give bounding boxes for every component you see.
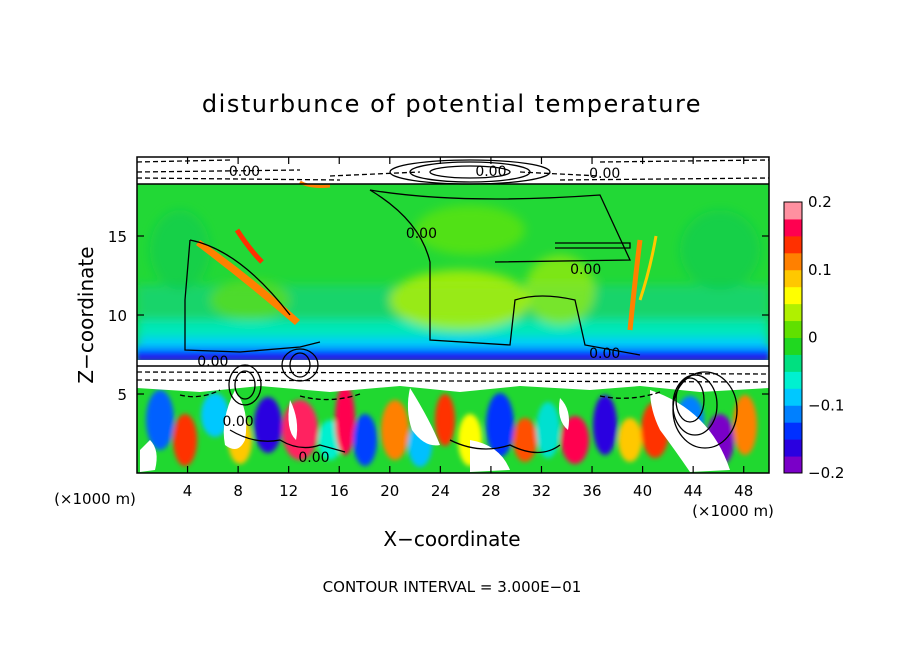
colorbar-tick-label: −0.2 [808,464,844,482]
plot-area [137,157,769,473]
colorbar-swatch [784,252,802,271]
colorbar-swatch [784,388,802,406]
x-tick-label: 48 [734,482,753,500]
x-tick-label: 8 [233,482,243,500]
x-unit-left: (×1000 m) [54,490,136,508]
contour-label: 0.00 [406,226,437,242]
contour-label: 0.00 [589,166,620,182]
contour-label: 0.00 [475,164,506,180]
colorbar-tick-label: 0 [808,329,818,347]
x-tick-label: 40 [633,482,652,500]
colorbar-swatch [784,303,802,322]
colorbar-swatch [784,269,802,288]
colorbar-swatch [784,405,802,423]
x-tick-label: 20 [380,482,399,500]
colorbar-swatch [784,371,802,389]
colorbar-swatch [784,320,802,338]
colorbar-tick-label: 0.1 [808,261,832,279]
x-tick-label: 28 [481,482,500,500]
colorbar-swatch [784,456,802,474]
chart-title: disturbunce of potential temperature [202,90,702,118]
colorbar-swatch [784,439,802,457]
x-tick-label: 32 [532,482,551,500]
x-tick-label: 16 [330,482,349,500]
contours [137,159,769,454]
y-axis: 5 10 15 [108,228,769,404]
contour-label: 0.00 [229,164,260,180]
colorbar-swatch [784,218,802,237]
footer-contour-interval: CONTOUR INTERVAL = 3.000E−01 [323,578,582,596]
x-tick-label: 12 [279,482,298,500]
contour-label: 0.00 [223,414,254,430]
colorbar-tick-label: −0.1 [808,396,844,414]
colorbar: −0.2 −0.1 0 0.1 0.2 [783,193,844,482]
x-tick-label: 24 [431,482,450,500]
colorbar-tick-label: 0.2 [808,193,832,211]
x-tick-label: 36 [582,482,601,500]
colorbar-swatch [784,286,802,305]
x-axis-label: X−coordinate [383,527,520,551]
streaks [196,180,658,331]
colorbar-swatch [784,202,802,220]
contour-label: 0.00 [197,354,228,370]
colorbar-swatch [784,354,802,372]
contour-label: 0.00 [589,346,620,362]
y-tick-label: 5 [117,386,127,404]
contour-label: 0.00 [298,450,329,466]
x-tick-label: 44 [684,482,703,500]
colorbar-swatch [784,422,802,440]
x-axis: 4 8 12 16 20 24 28 32 36 40 44 48 [183,157,753,500]
y-tick-label: 15 [108,228,127,246]
field-bands [137,346,769,361]
colorbar-frame [783,201,803,474]
colorbar-swatch [784,235,802,254]
contour-label: 0.00 [570,262,601,278]
y-tick-label: 10 [108,307,127,325]
x-tick-label: 4 [183,482,193,500]
contour-labels: 0.00 0.00 0.00 0.00 0.00 0.00 0.00 0.00 0.00 [197,164,620,466]
lower-layer [137,360,769,473]
x-unit-right: (×1000 m) [692,502,774,520]
y-axis-label: Z−coordinate [74,246,98,383]
colorbar-swatch [784,337,802,355]
